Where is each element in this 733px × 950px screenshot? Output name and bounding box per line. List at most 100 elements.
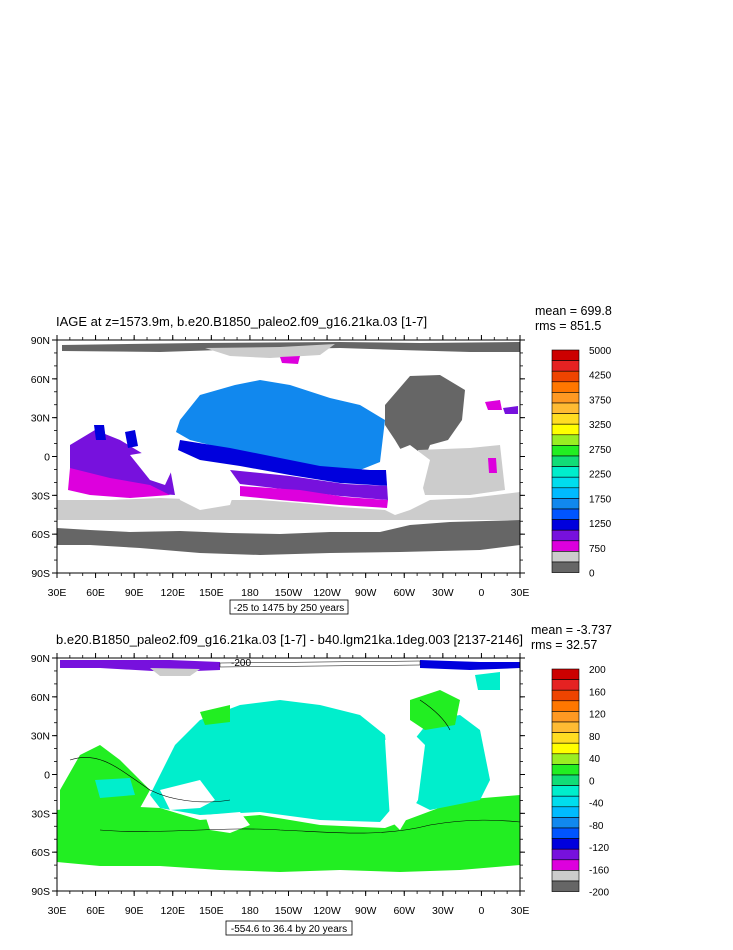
- colorbar-swatch: [551, 360, 580, 372]
- panel-1-contour-info: -25 to 1475 by 250 years: [234, 603, 345, 614]
- panel-1-map: [56, 339, 521, 574]
- lon-tick-label: 120E: [160, 587, 185, 599]
- colorbar-swatch: [551, 551, 580, 563]
- lon-tick-label: 30W: [432, 905, 454, 917]
- colorbar-label: 4250: [589, 371, 612, 382]
- lon-tick-label: 150E: [199, 587, 224, 599]
- lon-tick-label: 60E: [86, 905, 105, 917]
- lat-tick-label: 0: [44, 770, 50, 782]
- lat-tick-label: 0: [44, 452, 50, 464]
- lon-tick-label: 150E: [199, 905, 224, 917]
- lon-tick-label: 30W: [432, 587, 454, 599]
- lat-tick-label: 30N: [31, 731, 50, 743]
- colorbar-swatch: [551, 870, 580, 882]
- lon-tick-label: 60E: [86, 587, 105, 599]
- colorbar-swatch: [551, 402, 580, 414]
- colorbar-swatch: [551, 859, 580, 871]
- lon-tick-label: 120W: [313, 587, 341, 599]
- lon-tick-label: 90W: [355, 587, 377, 599]
- lon-tick-label: 0: [478, 587, 484, 599]
- colorbar-label: 40: [589, 754, 601, 765]
- colorbar-swatch: [551, 413, 580, 425]
- colorbar-swatch: [551, 445, 580, 457]
- panel-2-title: b.e20.B1850_paleo2.f09_g16.21ka.03 [1-7]…: [56, 632, 523, 647]
- colorbar-label: 3750: [589, 395, 612, 406]
- lat-tick-label: 30N: [31, 413, 50, 425]
- lat-tick-label: 60S: [31, 847, 50, 859]
- panel-1-lat-ticks: 90N 60N 30N 0 30S 60S 90S: [31, 335, 525, 580]
- colorbar-swatch: [551, 519, 580, 531]
- lon-tick-label: 180: [241, 905, 259, 917]
- colorbar-label: 5000: [589, 346, 612, 357]
- panel-1-lon-ticks: 30E 60E 90E 120E 150E 180 150W 120W 90W 60W 30W 0 30…: [48, 335, 529, 599]
- colorbar-label: 120: [589, 710, 606, 721]
- colorbar-label: -80: [589, 821, 604, 832]
- colorbar-swatch: [551, 689, 580, 702]
- colorbar-swatch: [551, 711, 580, 723]
- colorbar-swatch: [551, 764, 580, 776]
- panel-1-colorbar: 5000 4250 3750 3250 2750 2250 1750 1250 750 0: [551, 346, 612, 580]
- colorbar-swatch: [551, 795, 580, 808]
- colorbar-swatch: [551, 487, 580, 499]
- panel-1-title: IAGE at z=1573.9m, b.e20.B1850_paleo2.f0…: [56, 314, 427, 329]
- lon-tick-label: 90W: [355, 905, 377, 917]
- lon-tick-label: 150W: [275, 905, 303, 917]
- lon-tick-label: 30E: [48, 905, 67, 917]
- colorbar-label: 3250: [589, 420, 612, 431]
- panel-1: IAGE at z=1573.9m, b.e20.B1850_paleo2.f0…: [31, 304, 612, 615]
- colorbar-label: 0: [589, 776, 595, 787]
- colorbar-swatch: [551, 455, 580, 467]
- lat-tick-label: 90N: [31, 653, 50, 665]
- lon-tick-label: 0: [478, 905, 484, 917]
- panel-1-rms: rms = 851.5: [535, 319, 601, 333]
- lat-tick-label: 60N: [31, 692, 50, 704]
- colorbar-swatch: [551, 529, 580, 542]
- colorbar-label: 1750: [589, 494, 612, 505]
- colorbar-label: -160: [589, 865, 609, 876]
- panel-2-contour-info: -554.6 to 36.4 by 20 years: [231, 924, 347, 935]
- colorbar-swatch: [551, 466, 580, 478]
- colorbar-swatch: [551, 785, 580, 797]
- lat-tick-label: 60N: [31, 374, 50, 386]
- colorbar-label: 1250: [589, 519, 612, 530]
- colorbar-swatch: [551, 880, 580, 892]
- lon-tick-label: 30E: [48, 587, 67, 599]
- panel-2-colorbar: 200 160 120 80 40 0 -40 -80 -120 -160 -200: [551, 665, 609, 899]
- colorbar-swatch: [551, 349, 580, 361]
- colorbar-label: 160: [589, 687, 606, 698]
- colorbar-swatch: [551, 540, 580, 552]
- colorbar-swatch: [551, 721, 580, 733]
- colorbar-label: 750: [589, 544, 606, 555]
- colorbar-swatch: [551, 370, 580, 383]
- colorbar-swatch: [551, 806, 580, 818]
- lat-tick-label: 90S: [31, 568, 50, 580]
- panel-2-rms: rms = 32.57: [531, 638, 597, 652]
- panel-2-contour-label: -200: [231, 658, 251, 669]
- colorbar-swatch: [551, 423, 580, 436]
- panel-2-lon-ticks: 30E 60E 90E 120E 150E 180 150W 120W 90W 60W 30W 0 30…: [48, 653, 530, 917]
- lon-tick-label: 150W: [275, 587, 303, 599]
- colorbar-swatch: [551, 476, 580, 489]
- lon-tick-label: 30E: [511, 905, 530, 917]
- panel-2-mean: mean = -3.737: [531, 623, 612, 637]
- lat-tick-label: 90S: [31, 886, 50, 898]
- lon-tick-label: 60W: [393, 587, 415, 599]
- colorbar-swatch: [551, 742, 580, 755]
- colorbar-swatch: [551, 774, 580, 786]
- colorbar-label: 80: [589, 732, 601, 743]
- colorbar-swatch: [551, 668, 580, 680]
- panel-2: b.e20.B1850_paleo2.f09_g16.21ka.03 [1-7]…: [31, 623, 612, 936]
- colorbar-label: -40: [589, 799, 604, 810]
- colorbar-label: 200: [589, 665, 606, 676]
- panel-2-map: -200: [56, 657, 521, 892]
- colorbar-label: -120: [589, 843, 609, 854]
- colorbar-swatch: [551, 392, 580, 404]
- colorbar-swatch: [551, 838, 580, 850]
- colorbar-swatch: [551, 753, 580, 765]
- colorbar-label: 0: [589, 569, 595, 580]
- lon-tick-label: 60W: [393, 905, 415, 917]
- lon-tick-label: 120W: [313, 905, 341, 917]
- colorbar-label: 2250: [589, 470, 612, 481]
- panel-1-mean: mean = 699.8: [535, 304, 612, 318]
